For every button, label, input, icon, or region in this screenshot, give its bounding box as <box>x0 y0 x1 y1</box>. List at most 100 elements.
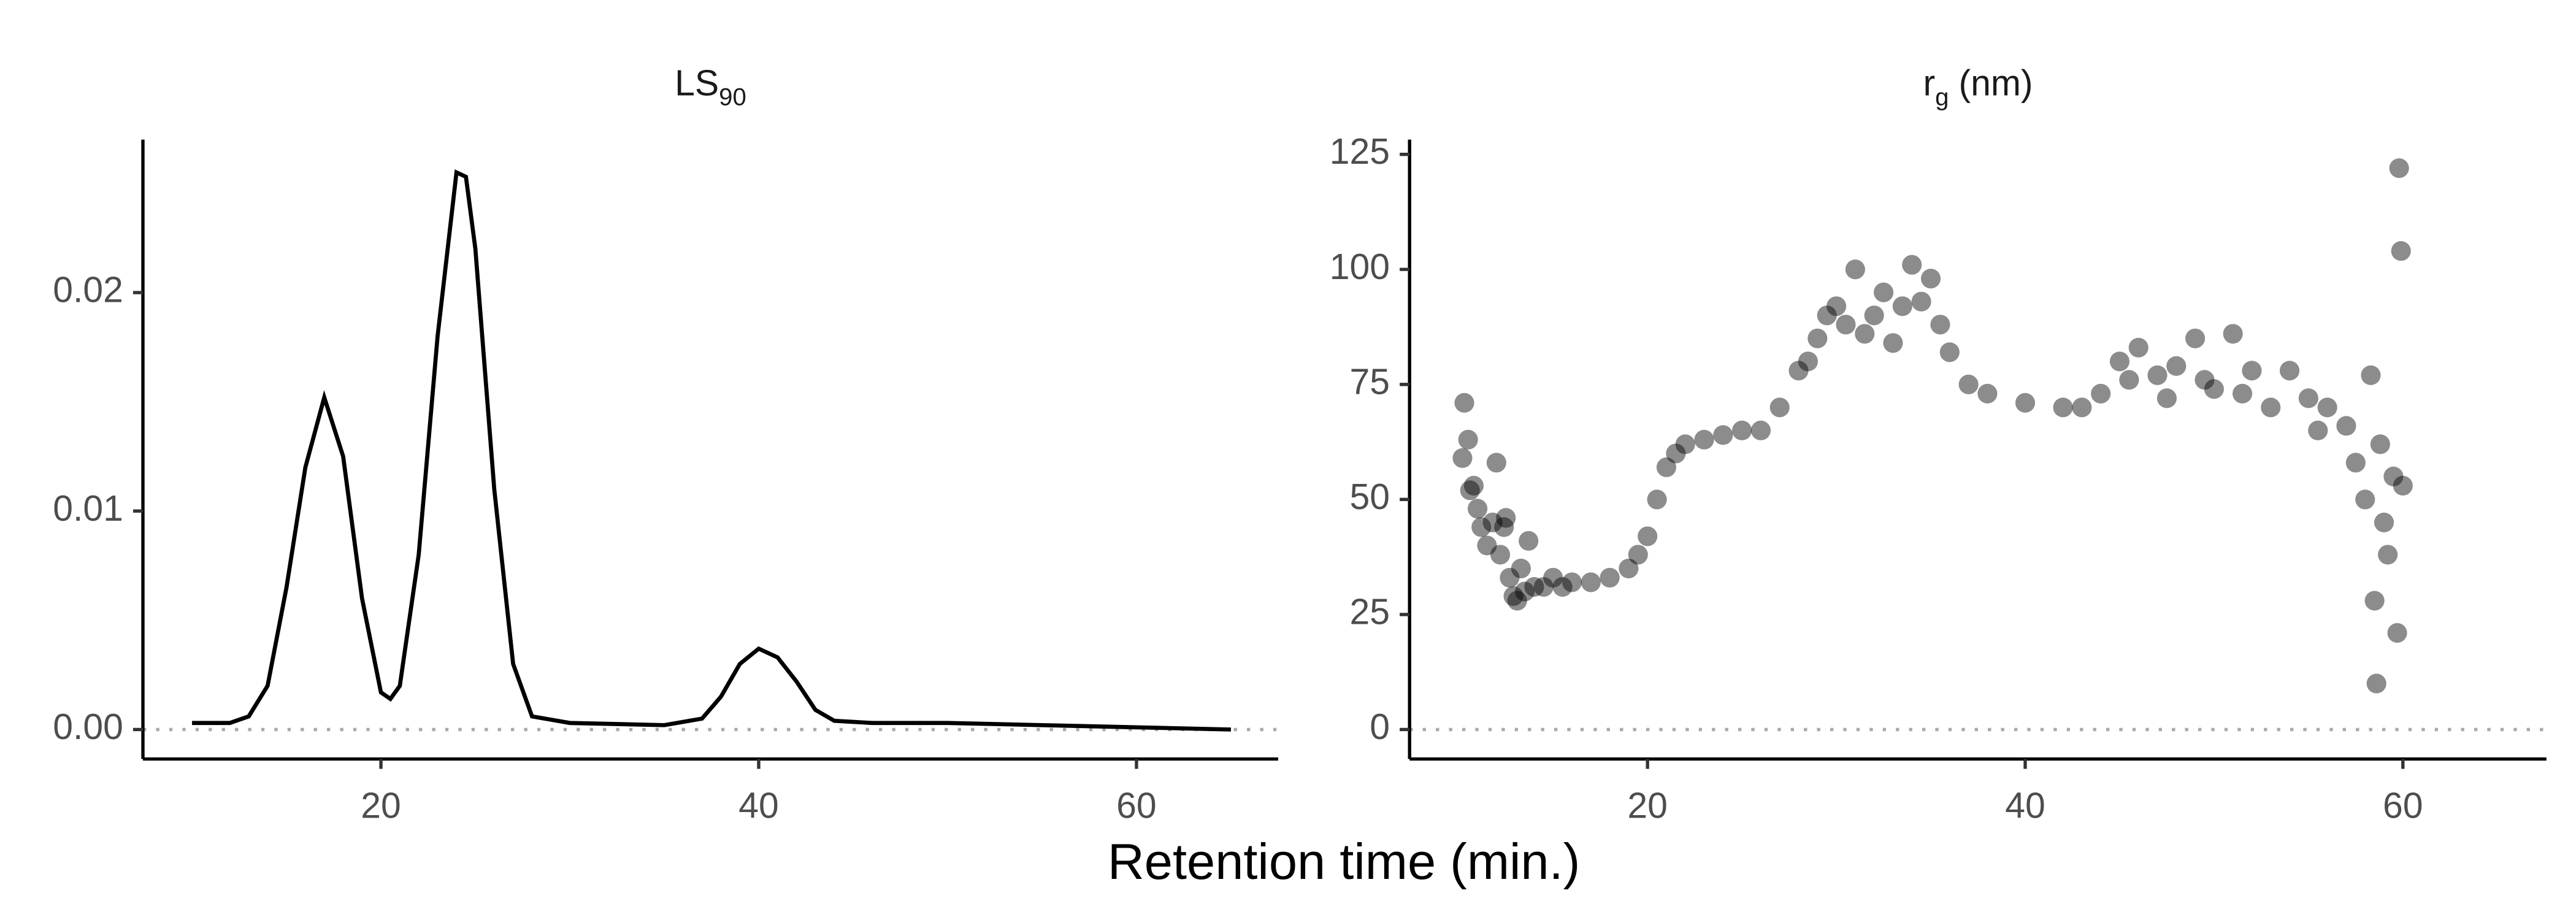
data-point <box>2355 489 2375 510</box>
title-suffix: (nm) <box>1958 63 2033 103</box>
data-point <box>1454 393 1474 413</box>
data-point <box>2053 397 2073 418</box>
data-point <box>1864 305 1884 326</box>
y-tick-label: 100 <box>1330 247 1390 287</box>
data-point <box>1750 420 1771 440</box>
data-point <box>1958 374 1979 394</box>
x-tick-label: 60 <box>2383 786 2423 826</box>
data-point <box>2393 475 2413 496</box>
data-point <box>1873 282 1894 302</box>
data-point <box>2279 361 2300 381</box>
data-point <box>1562 572 1582 592</box>
data-point <box>1675 434 1695 454</box>
data-point <box>1713 425 1733 445</box>
data-point <box>2374 512 2394 532</box>
y-tick-label: 25 <box>1350 592 1390 632</box>
data-point <box>1836 315 1856 335</box>
data-line <box>192 169 1232 732</box>
data-point <box>1503 586 1524 606</box>
data-point <box>1511 558 1531 578</box>
data-point <box>1552 577 1573 597</box>
data-point <box>1920 269 1941 289</box>
data-point <box>1788 361 1809 381</box>
y-tick-label: 0.02 <box>53 270 123 310</box>
y-tick-label: 75 <box>1350 362 1390 402</box>
data-point <box>2298 388 2318 408</box>
data-point <box>2389 158 2409 178</box>
data-point <box>2308 420 2328 440</box>
data-point <box>1647 489 1667 510</box>
data-point <box>1458 429 1478 450</box>
data-point <box>1845 259 1865 280</box>
data-point <box>1769 397 1790 418</box>
data-point <box>2147 365 2168 385</box>
y-tick-label: 125 <box>1330 132 1390 172</box>
data-point <box>1977 383 1998 404</box>
y-tick-label: 0.01 <box>53 489 123 529</box>
data-point <box>1452 448 1473 468</box>
x-tick-label: 60 <box>1116 786 1157 826</box>
data-point <box>1543 567 1563 588</box>
data-point <box>1694 429 1714 450</box>
data-point <box>1460 480 1480 500</box>
data-point <box>1494 517 1514 537</box>
data-point <box>1482 512 1503 532</box>
data-point <box>2109 351 2129 372</box>
data-point <box>2387 623 2407 643</box>
data-point <box>1619 558 1639 578</box>
title-main: r <box>1923 63 1935 103</box>
panel-title: rg (nm) <box>1923 63 2033 110</box>
title-subscript: g <box>1935 83 1949 110</box>
data-point <box>1807 328 1828 348</box>
data-point <box>2317 397 2337 418</box>
data-point <box>1533 577 1554 597</box>
data-point <box>2391 241 2411 261</box>
data-point <box>2261 397 2281 418</box>
data-point <box>2166 356 2187 376</box>
x-axis-label: Retention time (min.) <box>1108 833 1580 890</box>
x-tick-label: 40 <box>2005 786 2045 826</box>
data-point <box>2336 416 2356 436</box>
y-tick-label: 0 <box>1370 707 1390 747</box>
data-point <box>2223 324 2243 344</box>
data-point <box>2204 379 2224 399</box>
data-point <box>1477 535 1497 556</box>
data-point <box>1817 305 1837 326</box>
data-point <box>1656 457 1677 477</box>
data-point <box>2128 337 2149 358</box>
data-point <box>2370 434 2390 454</box>
data-point <box>1628 545 1648 565</box>
data-point <box>1486 453 1506 473</box>
y-tick-label: 50 <box>1350 477 1390 517</box>
data-point <box>1732 420 1752 440</box>
x-tick-label: 40 <box>738 786 779 826</box>
data-point <box>2185 328 2206 348</box>
data-point <box>2378 545 2398 565</box>
data-point <box>1939 342 1960 362</box>
x-tick-label: 20 <box>1627 786 1668 826</box>
data-point <box>1463 475 1484 496</box>
data-point <box>1471 517 1492 537</box>
panel-title: LS90 <box>675 63 746 110</box>
data-point <box>1638 526 1658 546</box>
data-point <box>1892 296 1912 316</box>
data-point <box>1798 351 1818 372</box>
data-point <box>2242 361 2262 381</box>
data-point <box>1524 577 1544 597</box>
data-point <box>2195 370 2215 390</box>
data-point <box>1666 443 1686 464</box>
data-point <box>1855 324 1875 344</box>
data-point <box>1902 255 1922 275</box>
data-point <box>2091 383 2111 404</box>
data-point <box>1883 333 1903 353</box>
data-point <box>2345 453 2366 473</box>
data-point <box>1600 567 1620 588</box>
data-point <box>1500 567 1520 588</box>
data-point <box>2232 383 2253 404</box>
data-point <box>1827 296 1847 316</box>
data-point <box>2015 393 2036 413</box>
data-point <box>1519 531 1539 551</box>
title-subscript: 90 <box>719 83 746 110</box>
data-point <box>2072 397 2092 418</box>
